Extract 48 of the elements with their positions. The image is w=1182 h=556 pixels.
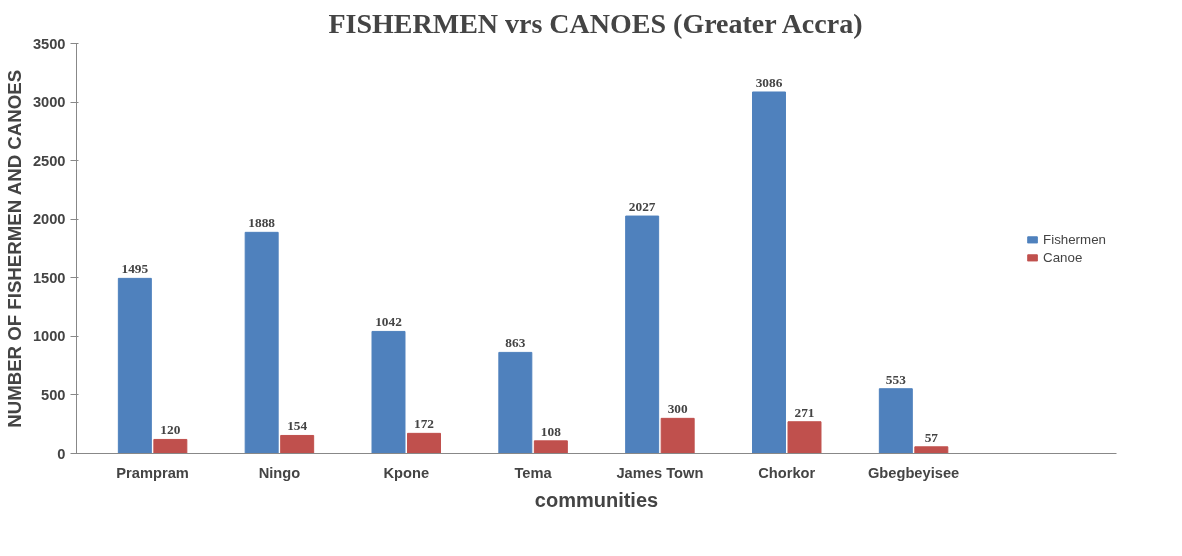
bar — [371, 330, 406, 454]
bar — [244, 231, 279, 454]
data-label: 1042 — [375, 314, 403, 330]
bar — [878, 388, 913, 454]
data-label: 553 — [885, 371, 907, 387]
bar — [752, 91, 786, 454]
bar — [660, 417, 695, 454]
bar — [280, 434, 315, 454]
y-tick-label: 2500 — [32, 152, 66, 169]
bar — [914, 446, 949, 454]
y-tick-label: 3500 — [32, 35, 66, 52]
legend-label: Fishermen — [1043, 231, 1106, 247]
data-label: 172 — [414, 416, 435, 432]
y-tick-label: 500 — [41, 386, 66, 403]
x-tick-label: Tema — [514, 464, 553, 481]
x-axis-title: communities — [534, 488, 659, 511]
y-tick-label: 3000 — [32, 94, 66, 111]
data-label: 863 — [505, 335, 526, 351]
data-label: 271 — [794, 404, 815, 420]
y-tick-label: 1500 — [32, 269, 66, 286]
bar — [153, 438, 188, 454]
x-tick-label: James Town — [616, 464, 704, 481]
bar — [787, 421, 822, 454]
data-label: 154 — [287, 418, 308, 434]
y-tick-label: 2000 — [32, 211, 66, 228]
data-label: 57 — [924, 429, 939, 445]
data-label: 300 — [667, 401, 688, 417]
data-label: 2027 — [628, 199, 656, 215]
bar — [625, 215, 660, 454]
bar — [407, 432, 441, 454]
x-tick-label: Chorkor — [758, 464, 816, 481]
chart-title: FISHERMEN vrs CANOES (Greater Accra) — [328, 7, 863, 39]
data-label: 1495 — [121, 261, 149, 277]
x-tick-label: Gbegbeyisee — [867, 464, 960, 481]
legend-label: Canoe — [1043, 249, 1083, 265]
bar — [498, 351, 533, 454]
bar — [117, 277, 152, 454]
x-tick-label: Prampram — [116, 464, 189, 481]
y-tick-label: 0 — [57, 445, 66, 462]
x-tick-label: Kpone — [383, 464, 430, 481]
y-axis-title: NUMBER OF FISHERMEN AND CANOES — [3, 69, 25, 428]
y-tick-label: 1000 — [32, 328, 66, 345]
bar — [533, 440, 568, 454]
data-label: 120 — [160, 422, 181, 438]
data-label: 1888 — [248, 215, 276, 231]
x-tick-label: Ningo — [258, 464, 301, 481]
data-label: 108 — [540, 423, 562, 439]
data-label: 3086 — [755, 75, 783, 90]
